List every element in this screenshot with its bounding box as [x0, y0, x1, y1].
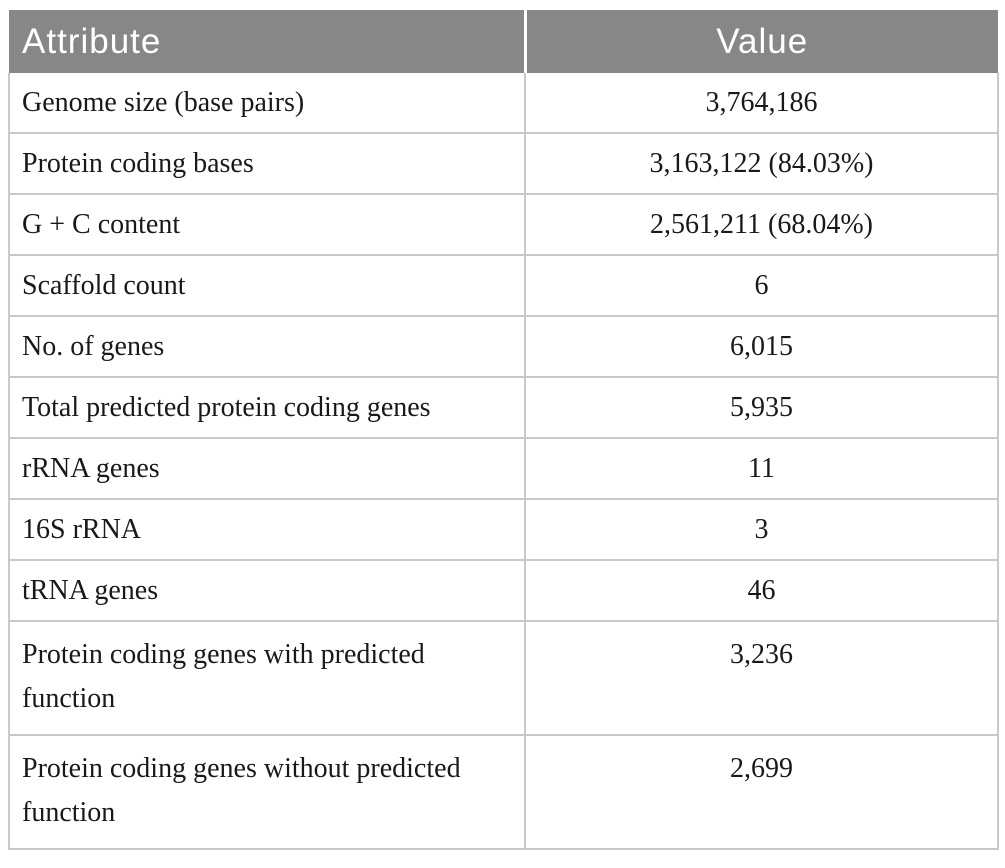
table-row: Protein coding bases 3,163,122 (84.03%): [8, 133, 999, 195]
table-row: Protein coding genes without predicted f…: [8, 735, 999, 850]
value-cell: 3,236: [525, 621, 999, 736]
value-cell: 5,935: [525, 377, 999, 439]
value-cell: 46: [525, 560, 999, 622]
value-cell: 3,163,122 (84.03%): [525, 133, 999, 195]
attribute-cell: Genome size (base pairs): [8, 73, 526, 134]
attribute-cell: Protein coding bases: [8, 133, 526, 195]
value-cell: 2,561,211 (68.04%): [525, 194, 999, 256]
header-row: Attribute Value: [9, 10, 998, 73]
attribute-cell: G + C content: [8, 194, 526, 256]
table-row: G + C content 2,561,211 (68.04%): [8, 194, 999, 256]
attribute-cell: Protein coding genes with predicted func…: [8, 621, 526, 736]
table-row: 16S rRNA 3: [8, 499, 999, 561]
attribute-cell: Scaffold count: [8, 255, 526, 317]
table-body: Genome size (base pairs) 3,764,186 Protein…: [8, 73, 999, 850]
table-row: Protein coding genes with predicted func…: [8, 621, 999, 736]
table-row: Scaffold count 6: [8, 255, 999, 317]
attribute-cell: Total predicted protein coding genes: [8, 377, 526, 439]
table-row: Total predicted protein coding genes 5,93…: [8, 377, 999, 439]
table-header: Attribute Value: [9, 10, 998, 73]
value-cell: 11: [525, 438, 999, 500]
value-cell: 2,699: [525, 735, 999, 850]
value-cell: 6,015: [525, 316, 999, 378]
attribute-cell: tRNA genes: [8, 560, 526, 622]
table-row: rRNA genes 11: [8, 438, 999, 500]
attribute-cell: Protein coding genes without predicted f…: [8, 735, 526, 850]
table-row: tRNA genes 46: [8, 560, 999, 622]
column-header-attribute: Attribute: [9, 10, 525, 73]
value-cell: 3: [525, 499, 999, 561]
attribute-cell: rRNA genes: [8, 438, 526, 500]
attribute-cell: No. of genes: [8, 316, 526, 378]
value-cell: 3,764,186: [525, 73, 999, 134]
attribute-cell: 16S rRNA: [8, 499, 526, 561]
value-cell: 6: [525, 255, 999, 317]
genome-statistics-table: Attribute Value Genome size (base pairs)…: [8, 10, 999, 850]
table-row: Genome size (base pairs) 3,764,186: [8, 73, 999, 134]
table-row: No. of genes 6,015: [8, 316, 999, 378]
column-header-value: Value: [523, 10, 998, 73]
